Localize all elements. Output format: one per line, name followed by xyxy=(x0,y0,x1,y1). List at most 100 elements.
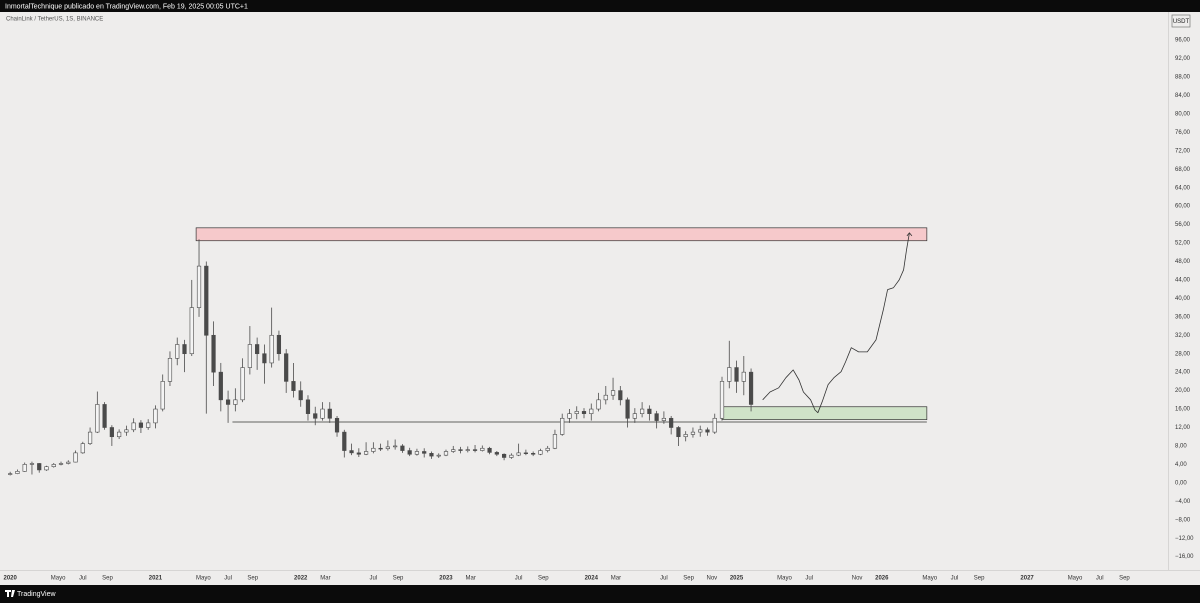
candle-body xyxy=(305,399,311,414)
candle-body xyxy=(131,422,136,431)
candle-body xyxy=(146,422,151,428)
y-tick-label: −16,00 xyxy=(1175,554,1194,560)
candle-body xyxy=(29,463,35,465)
candle-body xyxy=(712,417,717,433)
x-tick-label: Nov xyxy=(852,576,863,582)
y-tick-label: 44,00 xyxy=(1175,278,1191,284)
x-tick-label: 2026 xyxy=(875,576,889,582)
projection-path xyxy=(762,232,910,414)
candle-body xyxy=(741,371,746,382)
candle-body xyxy=(596,399,601,410)
y-tick-label: 48,00 xyxy=(1175,259,1191,265)
candle-body xyxy=(124,429,129,433)
x-tick-label: Sep xyxy=(247,576,258,582)
y-tick-label: 72,00 xyxy=(1175,148,1191,154)
candle-body xyxy=(603,394,608,401)
zone-rectangle xyxy=(721,406,928,421)
candle-body xyxy=(349,450,354,454)
candle-body xyxy=(356,452,361,455)
candle-body xyxy=(705,429,710,433)
y-tick-label: −12,00 xyxy=(1175,536,1194,542)
candle-body xyxy=(523,452,528,454)
candle-body xyxy=(698,429,703,433)
candle-body xyxy=(501,453,507,458)
candle-body xyxy=(284,353,289,382)
candle-body xyxy=(204,265,209,336)
candle-body xyxy=(465,449,470,451)
candle-body xyxy=(233,399,238,405)
y-tick-label: 32,00 xyxy=(1175,333,1191,339)
x-tick-label: Mayo xyxy=(1068,576,1083,582)
candle-body xyxy=(393,445,398,448)
candle-body xyxy=(647,408,652,414)
y-tick-label: 88,00 xyxy=(1175,75,1191,81)
symbol-info: ChainLink / TetherUS, 1S, BINANCE xyxy=(6,17,103,23)
x-tick-label: 2020 xyxy=(3,576,17,582)
brand-logo xyxy=(5,590,15,597)
candle-body xyxy=(95,404,100,433)
candle-body xyxy=(247,344,252,368)
publish-info: InmortalTechnique publicado en TradingVi… xyxy=(5,3,248,10)
candle-body xyxy=(298,390,303,401)
x-tick-label: 2023 xyxy=(439,576,453,582)
candle-body xyxy=(44,466,49,471)
candle-body xyxy=(138,422,144,428)
candle-body xyxy=(378,447,383,450)
x-tick-label: 2022 xyxy=(294,576,308,582)
candle-body xyxy=(196,265,202,308)
candle-body xyxy=(102,404,107,428)
header-bar xyxy=(0,0,1200,12)
candle-body xyxy=(516,452,521,456)
x-tick-label: Jul xyxy=(805,576,813,582)
x-tick-label: Mayo xyxy=(777,576,792,582)
candle-body xyxy=(618,390,623,401)
x-tick-label: Sep xyxy=(538,576,549,582)
candle-body xyxy=(313,413,318,419)
x-tick-label: Sep xyxy=(393,576,404,582)
candle-body xyxy=(407,450,412,455)
y-tick-label: 68,00 xyxy=(1175,167,1191,173)
candle-body xyxy=(189,307,194,355)
candle-body xyxy=(669,417,674,428)
candle-body xyxy=(342,431,347,451)
candle-body xyxy=(581,411,587,414)
candle-body xyxy=(494,452,499,455)
candle-body xyxy=(327,408,332,419)
candle-body xyxy=(422,451,427,454)
y-tick-label: −8,00 xyxy=(1175,517,1191,523)
y-tick-label: 16,00 xyxy=(1175,407,1191,413)
y-tick-label: 36,00 xyxy=(1175,314,1191,320)
x-tick-label: Sep xyxy=(1119,576,1130,582)
candle-body xyxy=(400,445,405,451)
candle-body xyxy=(451,449,456,452)
candle-body xyxy=(211,334,216,373)
candle-body xyxy=(574,411,579,414)
candle-body xyxy=(458,449,463,451)
y-tick-label: 84,00 xyxy=(1175,93,1191,99)
candle-body xyxy=(291,381,296,391)
candle-body xyxy=(748,371,754,405)
x-tick-label: Mayo xyxy=(196,576,211,582)
y-tick-label: 0,00 xyxy=(1175,480,1187,486)
currency-box[interactable] xyxy=(1171,14,1191,28)
candle-body xyxy=(625,399,630,419)
candle-body xyxy=(320,408,325,419)
x-tick-label: Sep xyxy=(974,576,985,582)
x-tick-label: Mar xyxy=(320,576,330,582)
candle-body xyxy=(472,449,478,451)
projection-arrowhead xyxy=(906,232,913,237)
candle-body xyxy=(276,334,282,355)
candle-body xyxy=(37,463,42,471)
candle-body xyxy=(509,454,514,458)
candle-body xyxy=(73,452,78,463)
candle-body xyxy=(109,427,114,438)
candle-body xyxy=(117,431,122,438)
candle-body xyxy=(22,464,27,472)
x-tick-label: Jul xyxy=(1096,576,1104,582)
currency-label: USDT xyxy=(1173,19,1190,25)
x-tick-label: Sep xyxy=(683,576,694,582)
y-tick-label: 96,00 xyxy=(1175,38,1191,44)
y-tick-label: 64,00 xyxy=(1175,185,1191,191)
